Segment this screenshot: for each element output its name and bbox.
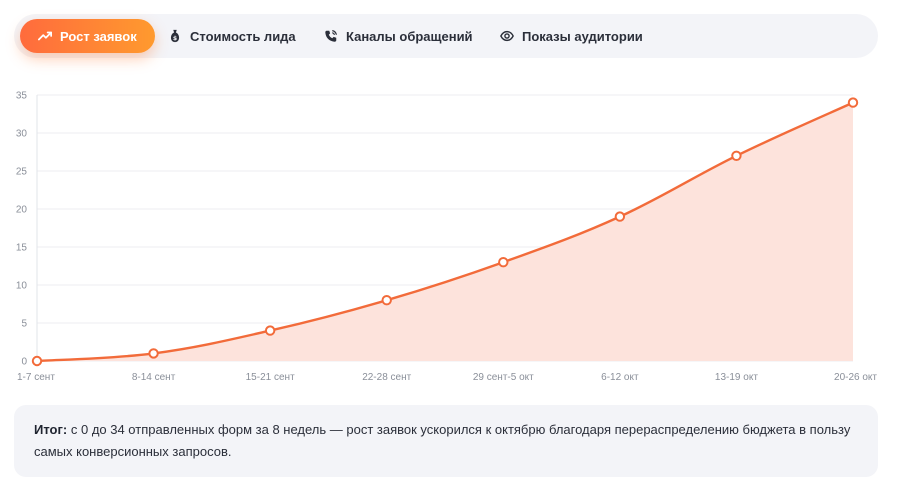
data-point [731,150,742,162]
x-tick-label: 13-19 окт [715,372,758,383]
data-point [847,97,859,108]
series-area [37,102,853,361]
y-tick-label: 25 [16,167,28,178]
y-tick-label: 15 [16,243,28,254]
data-point [31,355,43,367]
x-tick-label: 22-28 сент [362,372,411,383]
data-point [498,257,509,268]
svg-text:$: $ [173,35,177,42]
x-tick-label: 20-26 окт [834,372,877,383]
y-tick-label: 30 [16,129,28,140]
tab-contact-channels[interactable]: Каналы обращений [324,19,473,53]
lead-growth-chart: 0 5 10 15 20 25 30 35 1-7 сент 8-14 сент 15-21 сен… [0,80,900,390]
summary-text: с 0 до 34 отправленных форм за 8 недель … [34,422,851,459]
tab-label: Стоимость лида [190,28,296,44]
y-tick-label: 0 [21,357,27,368]
data-point [614,211,626,222]
x-tick-label: 1-7 сент [17,372,55,383]
tab-label: Показы аудитории [522,28,643,44]
y-tick-label: 5 [21,319,27,330]
tab-lead-cost[interactable]: $ Стоимость лида [168,19,296,53]
tab-label: Каналы обращений [346,28,473,44]
series-line [36,101,854,363]
tab-audience-impressions[interactable]: Показы аудитории [500,19,643,53]
y-tick-label: 10 [16,281,28,292]
phone-call-icon [324,29,338,43]
summary-panel: Итог: с 0 до 34 отправленных форм за 8 н… [14,405,878,477]
chart-tabs: Рост заявок $ Стоимость лида Каналы обра… [14,14,878,58]
tab-lead-growth[interactable]: Рост заявок [20,19,155,53]
y-tick-label: 20 [16,205,28,216]
data-point [148,348,159,359]
money-bag-icon: $ [168,29,182,43]
data-point [264,325,276,336]
y-tick-label: 35 [16,91,28,102]
x-tick-label: 8-14 сент [132,372,176,383]
tab-label: Рост заявок [60,28,137,44]
data-point [381,295,392,306]
trending-up-icon [38,29,52,43]
summary-label: Итог: [34,422,68,437]
eye-icon [500,29,514,43]
x-tick-label: 29 сент-5 окт [473,372,534,383]
x-tick-label: 15-21 сент [246,372,295,383]
chart-canvas: 0 5 10 15 20 25 30 35 1-7 сент 8-14 сент 15-21 сен… [16,91,878,384]
x-tick-label: 6-12 окт [601,372,639,383]
